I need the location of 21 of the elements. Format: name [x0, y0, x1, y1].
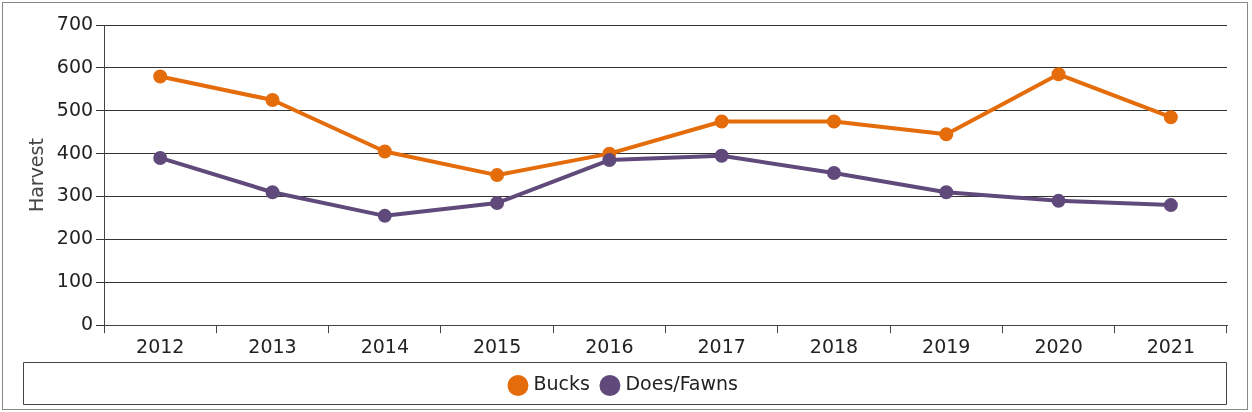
y-tick-label: 200: [56, 226, 94, 249]
x-tick-label: 2014: [360, 334, 409, 357]
x-tick-label: 2016: [585, 334, 634, 357]
x-tick-label: 2020: [1034, 334, 1083, 357]
y-tick-label: 0: [80, 312, 94, 335]
y-tick-label: 600: [56, 54, 94, 77]
y-tick-label: 300: [56, 183, 94, 206]
x-tick-label: 2017: [697, 334, 746, 357]
legend-label: Does/Fawns: [625, 372, 738, 395]
x-tick-label: 2021: [1146, 334, 1196, 357]
y-tick-label: 400: [56, 140, 94, 163]
x-tick-label: 2012: [136, 334, 185, 357]
x-tick-label: 2019: [922, 334, 971, 357]
y-tick-label: 700: [56, 11, 94, 34]
y-tick-label: 100: [56, 269, 94, 292]
y-axis-title: Harvest: [25, 138, 48, 213]
x-tick-label: 2015: [472, 334, 522, 357]
legend-label: Bucks: [533, 372, 590, 395]
x-tick-label: 2013: [248, 334, 297, 357]
y-tick-label: 500: [56, 97, 94, 120]
x-tick-label: 2018: [809, 334, 859, 357]
